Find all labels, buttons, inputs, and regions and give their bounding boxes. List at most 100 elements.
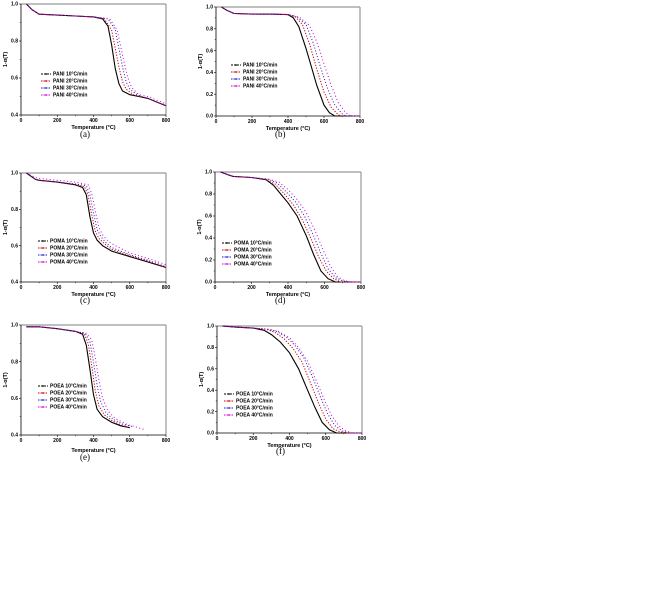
- x-tick-label: 800: [162, 438, 171, 444]
- legend-label: POEA 10°C/min: [50, 384, 87, 390]
- series-line-30: [26, 172, 167, 268]
- legend-label: POEA 30°C/min: [50, 398, 87, 404]
- x-tick-label: 800: [162, 285, 171, 291]
- legend-label: POMA 40°C/min: [50, 260, 88, 266]
- series-line-20: [220, 171, 361, 283]
- panel-caption-d: (d): [275, 295, 286, 305]
- x-tick-label: 400: [285, 436, 294, 442]
- y-tick-label: 1.0: [11, 323, 18, 329]
- y-tick-label: 0.8: [11, 207, 18, 213]
- x-tick-label: 200: [249, 436, 258, 442]
- x-tick-label: 800: [162, 118, 171, 124]
- series-line-40: [26, 3, 167, 105]
- y-tick-label: 0.6: [207, 367, 214, 373]
- x-axis-title: Temperature (°C): [71, 125, 115, 131]
- legend-label: POMA 20°C/min: [50, 246, 88, 252]
- legend-label: POEA 30°C/min: [236, 406, 273, 412]
- y-tick-label: 0.8: [207, 345, 214, 351]
- y-tick-label: 0.4: [206, 70, 213, 76]
- y-tick-label: 0.4: [207, 388, 214, 394]
- y-tick-label: 0.4: [205, 236, 212, 242]
- y-axis-title: 1-α(T): [197, 219, 203, 234]
- panel-caption-b: (b): [275, 129, 286, 139]
- y-tick-label: 0.8: [11, 359, 18, 365]
- y-tick-label: 0.4: [11, 113, 18, 119]
- y-tick-label: 0.2: [205, 258, 212, 264]
- y-axis-title: 1-α(T): [3, 52, 9, 67]
- series-line-30: [222, 325, 362, 434]
- legend-label: PANI 20°C/min: [243, 70, 277, 76]
- legend-label: POEA 40°C/min: [236, 413, 273, 419]
- x-axis-title: Temperature (°C): [267, 443, 311, 449]
- x-tick-label: 800: [357, 285, 366, 291]
- y-tick-label: 0.4: [11, 433, 18, 439]
- x-axis-title: Temperature (°C): [266, 292, 310, 298]
- y-tick-label: 1.0: [206, 5, 213, 11]
- y-tick-label: 0.6: [11, 396, 18, 402]
- x-axis-title: Temperature (°C): [71, 292, 115, 298]
- legend-label: POEA 10°C/min: [236, 392, 273, 398]
- x-tick-label: 0: [20, 438, 23, 444]
- x-tick-label: 400: [89, 438, 98, 444]
- x-tick-label: 200: [248, 119, 257, 125]
- x-tick-label: 600: [126, 118, 135, 124]
- x-tick-label: 0: [20, 118, 23, 124]
- panel-caption-e: (e): [80, 452, 90, 462]
- y-tick-label: 0.4: [11, 280, 18, 286]
- y-tick-label: 0.8: [206, 27, 213, 33]
- series-line-30: [26, 3, 167, 107]
- y-tick-label: 1.0: [11, 2, 18, 8]
- panel-caption-a: (a): [80, 129, 90, 139]
- legend-label: PANI 30°C/min: [53, 86, 87, 92]
- y-tick-label: 0.6: [206, 48, 213, 54]
- legend-label: POMA 10°C/min: [234, 241, 272, 247]
- y-tick-label: 1.0: [207, 324, 214, 330]
- y-tick-label: 0.6: [11, 243, 18, 249]
- x-tick-label: 600: [320, 119, 329, 125]
- legend-label: PANI 20°C/min: [53, 79, 87, 85]
- x-tick-label: 600: [126, 438, 135, 444]
- x-axis-title: Temperature (°C): [266, 126, 310, 132]
- y-tick-label: 0.0: [205, 280, 212, 286]
- y-tick-label: 0.8: [205, 192, 212, 198]
- x-tick-label: 600: [320, 285, 329, 291]
- legend-label: POEA 20°C/min: [50, 391, 87, 397]
- y-tick-label: 0.6: [11, 76, 18, 82]
- x-tick-label: 200: [53, 438, 62, 444]
- legend-label: PANI 10°C/min: [243, 63, 277, 69]
- y-axis-title: 1-α(T): [3, 372, 9, 387]
- y-tick-label: 1.0: [205, 170, 212, 176]
- x-tick-label: 400: [89, 285, 98, 291]
- series-line-40: [222, 325, 362, 434]
- x-tick-label: 600: [322, 436, 331, 442]
- legend-label: POMA 30°C/min: [50, 253, 88, 259]
- y-axis-title: 1-α(T): [198, 54, 204, 69]
- series-line-20: [221, 6, 360, 117]
- x-tick-label: 0: [216, 436, 219, 442]
- y-axis-title: 1-α(T): [3, 220, 9, 235]
- x-axis-title: Temperature (°C): [71, 448, 115, 454]
- x-tick-label: 0: [215, 119, 218, 125]
- x-tick-label: 800: [358, 436, 367, 442]
- x-tick-label: 200: [53, 285, 62, 291]
- legend-label: POMA 40°C/min: [234, 262, 272, 268]
- y-tick-label: 1.0: [11, 171, 18, 177]
- y-tick-label: 0.0: [207, 431, 214, 437]
- legend-label: PANI 40°C/min: [53, 93, 87, 99]
- series-line-30: [26, 326, 134, 428]
- legend-label: POMA 30°C/min: [234, 255, 272, 261]
- legend-label: PANI 30°C/min: [243, 77, 277, 83]
- y-axis-title: 1-α(T): [199, 372, 205, 387]
- y-tick-label: 0.8: [11, 39, 18, 45]
- y-tick-label: 0.0: [206, 114, 213, 120]
- legend-label: PANI 10°C/min: [53, 72, 87, 78]
- legend-label: PANI 40°C/min: [243, 84, 277, 90]
